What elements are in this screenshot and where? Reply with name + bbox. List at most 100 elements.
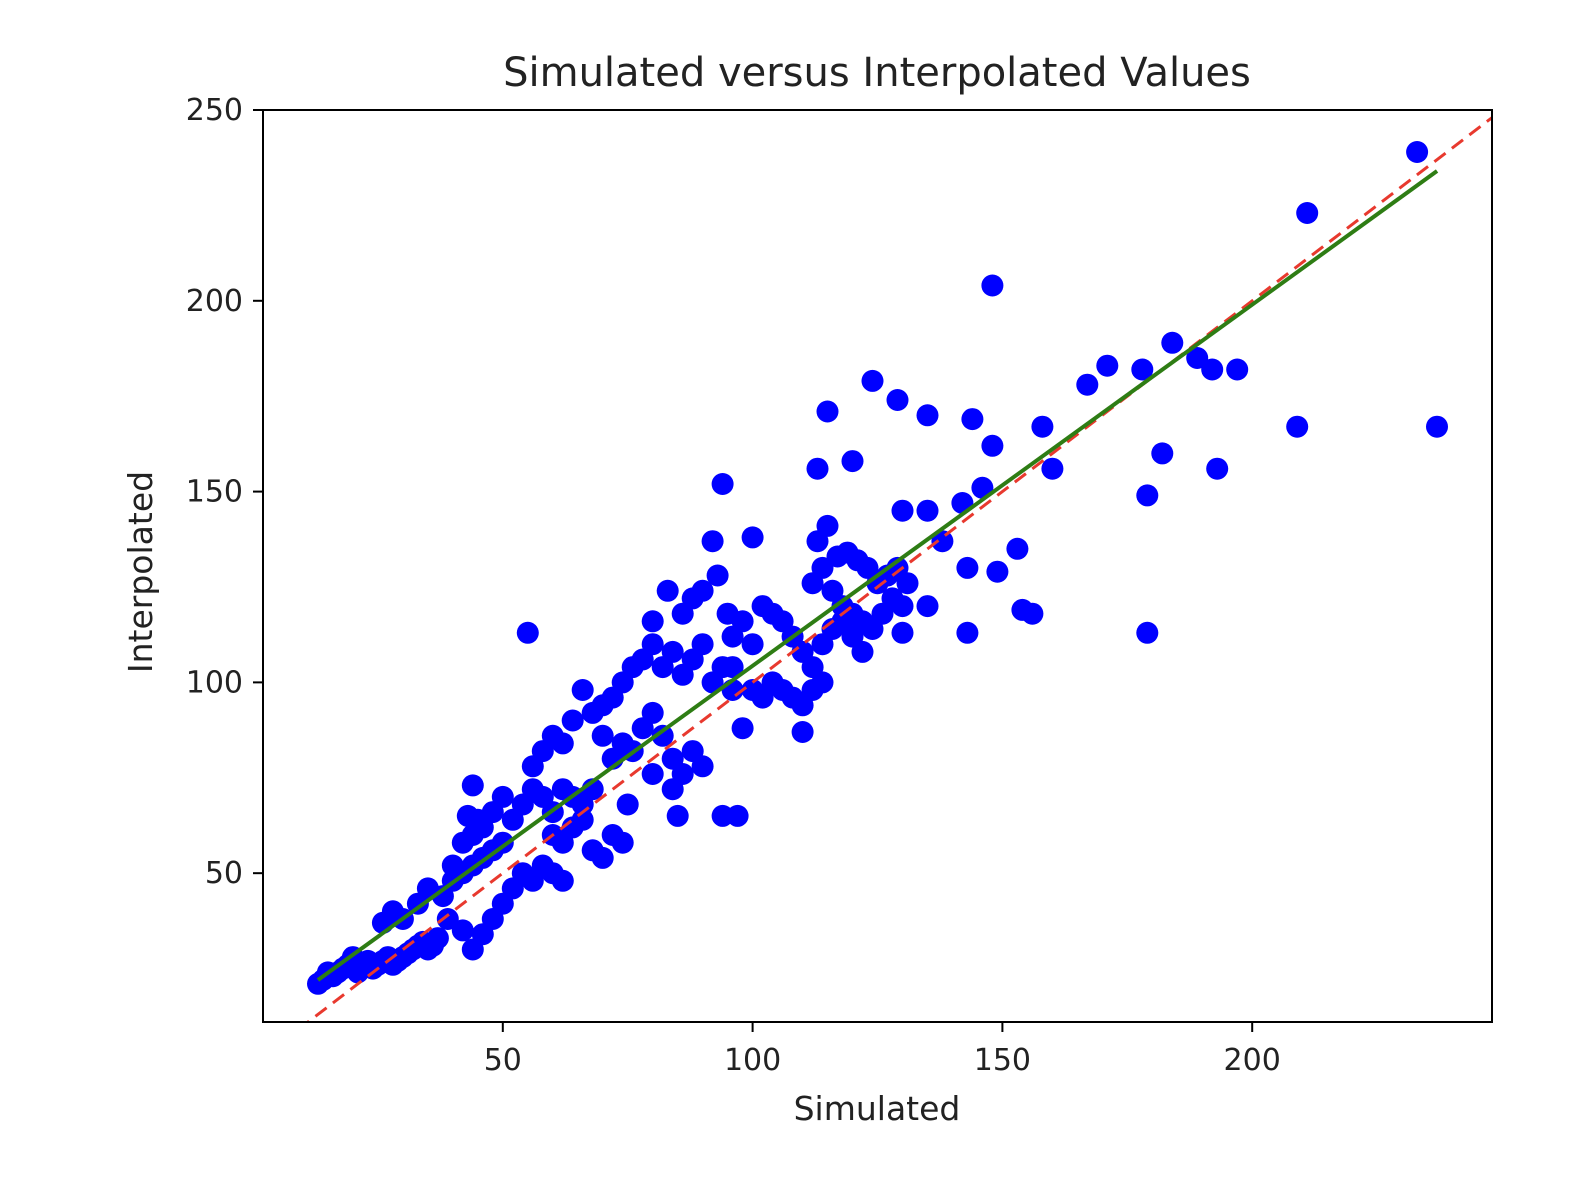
- chart-title: Simulated versus Interpolated Values: [503, 50, 1251, 96]
- data-point-97: [641, 763, 664, 785]
- data-point-57: [551, 869, 574, 892]
- data-point-148: [741, 526, 764, 549]
- data-point-70: [571, 808, 594, 831]
- data-point-47: [451, 919, 474, 942]
- data-point-169: [806, 457, 829, 480]
- data-point-147: [791, 721, 814, 743]
- data-point-41: [456, 804, 479, 827]
- data-point-72: [591, 846, 614, 869]
- data-point-202: [1206, 457, 1229, 480]
- data-point-117: [701, 530, 724, 553]
- plot-frame: [262, 109, 1493, 1023]
- data-point-123: [741, 633, 764, 656]
- data-point-98: [661, 778, 684, 801]
- data-point-37: [441, 854, 464, 877]
- data-point-185: [981, 434, 1004, 457]
- y-tick-label-150: 150: [186, 475, 243, 510]
- data-point-200: [1186, 347, 1209, 369]
- data-point-136: [731, 717, 754, 740]
- data-point-198: [1151, 442, 1174, 465]
- y-tick-label-100: 100: [186, 665, 243, 700]
- data-point-91: [651, 724, 674, 747]
- data-point-62: [561, 709, 584, 732]
- data-point-85: [591, 724, 614, 747]
- data-point-203: [1226, 358, 1249, 381]
- data-point-112: [641, 610, 664, 633]
- data-point-171: [841, 450, 864, 473]
- data-point-182: [956, 621, 979, 644]
- data-point-63: [571, 679, 594, 701]
- data-point-178: [931, 530, 954, 553]
- data-point-96: [616, 793, 639, 816]
- y-axis-ticks: 50 100 150 200 250: [186, 93, 263, 891]
- data-point-176: [916, 404, 939, 427]
- data-point-116: [691, 579, 714, 602]
- data-point-44: [491, 785, 514, 808]
- data-point-24: [426, 927, 449, 950]
- data-point-194: [1096, 354, 1119, 377]
- x-tick-label-200: 200: [1224, 1043, 1281, 1078]
- data-point-187: [981, 274, 1004, 297]
- data-point-175: [891, 621, 914, 644]
- x-tick-label-100: 100: [724, 1043, 781, 1078]
- y-tick-label-250: 250: [186, 93, 243, 128]
- data-point-168: [896, 572, 919, 595]
- x-tick-label-50: 50: [484, 1043, 522, 1078]
- y-tick-label-50: 50: [205, 856, 243, 891]
- points-layer: [307, 141, 1448, 995]
- data-point-108: [691, 633, 714, 656]
- data-point-199: [1161, 331, 1184, 354]
- data-point-173: [886, 389, 909, 411]
- data-point-201: [1201, 358, 1224, 381]
- data-point-118: [706, 564, 729, 587]
- data-point-193: [1076, 373, 1099, 396]
- data-point-206: [1406, 141, 1429, 163]
- data-point-90: [641, 701, 664, 724]
- data-point-192: [1041, 457, 1064, 480]
- data-point-191: [1031, 415, 1054, 438]
- data-point-61: [551, 732, 574, 755]
- data-point-196: [1136, 621, 1159, 644]
- y-tick-label-200: 200: [186, 284, 243, 319]
- data-point-170: [816, 400, 839, 423]
- data-point-84: [516, 621, 539, 644]
- data-point-74: [611, 831, 634, 854]
- data-point-204: [1286, 415, 1309, 438]
- lines-layer: [305, 116, 1492, 1022]
- data-point-95: [691, 755, 714, 778]
- data-point-144: [811, 671, 834, 694]
- data-point-181: [956, 556, 979, 579]
- data-point-46: [436, 908, 459, 930]
- data-point-172: [861, 369, 884, 392]
- data-point-122: [731, 610, 754, 633]
- data-point-174: [891, 499, 914, 522]
- data-point-183: [961, 408, 984, 431]
- data-point-190: [1021, 602, 1044, 625]
- data-point-207: [1426, 415, 1448, 438]
- y-axis-label: Interpolated: [121, 471, 160, 673]
- data-point-103: [641, 633, 664, 656]
- data-point-195: [1131, 358, 1154, 381]
- data-point-177: [916, 499, 939, 522]
- data-point-134: [851, 640, 874, 663]
- data-point-186: [986, 560, 1009, 583]
- data-point-113: [656, 579, 679, 602]
- data-point-158: [891, 595, 914, 618]
- data-point-105: [661, 640, 684, 663]
- fit-line: [316, 169, 1439, 982]
- x-tick-label-150: 150: [974, 1043, 1031, 1078]
- data-point-150: [811, 556, 834, 579]
- data-point-135: [721, 656, 744, 679]
- data-point-205: [1296, 202, 1319, 224]
- data-point-99: [666, 804, 689, 827]
- data-point-160: [816, 514, 839, 537]
- data-point-188: [1006, 537, 1029, 560]
- data-point-197: [1136, 484, 1159, 507]
- data-point-119: [711, 473, 734, 495]
- x-axis-ticks: 50 100 150 200: [484, 1022, 1281, 1078]
- data-point-146: [726, 804, 749, 827]
- data-point-45: [461, 774, 484, 797]
- identity-line: [305, 116, 1492, 1022]
- data-point-179: [916, 595, 939, 618]
